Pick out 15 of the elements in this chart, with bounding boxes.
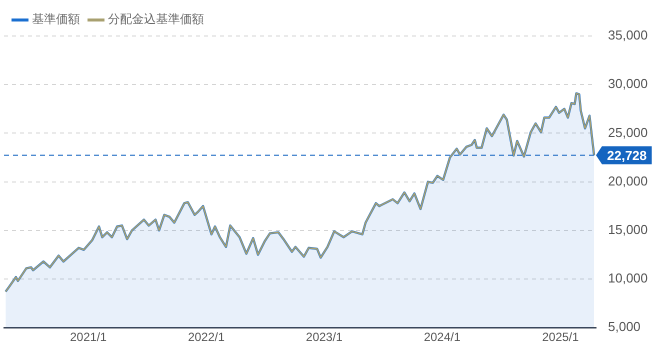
x-tick-label: 2025/1 <box>542 330 580 344</box>
ref-line-label: 22,728 <box>607 148 647 163</box>
y-tick-label: 35,000 <box>608 28 648 43</box>
y-tick-label: 5,000 <box>608 319 641 334</box>
y-tick-label: 30,000 <box>608 76 648 92</box>
x-tick-label: 2021/1 <box>70 330 108 344</box>
y-tick-label: 20,000 <box>608 173 648 188</box>
x-tick-label: 2022/1 <box>188 330 225 344</box>
y-tick-label: 25,000 <box>608 124 648 140</box>
x-tick-label: 2024/1 <box>424 330 461 344</box>
y-tick-label: 10,000 <box>608 270 648 286</box>
legend-label: 分配金込基準価額 <box>108 12 204 26</box>
legend-label: 基準価額 <box>32 12 80 26</box>
y-tick-label: 15,000 <box>608 222 648 237</box>
x-tick-label: 2023/1 <box>306 330 343 344</box>
